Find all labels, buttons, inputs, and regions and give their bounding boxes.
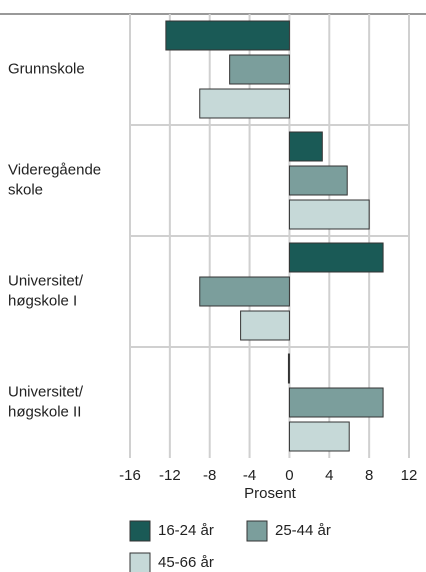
category-label: Universitet/høgskole II [8,383,84,420]
x-tick-label: 0 [285,467,293,484]
bar [199,276,290,307]
bar [165,20,290,51]
bar [288,421,350,452]
bar [288,131,323,162]
bar [287,353,290,384]
bar [288,165,348,196]
x-tick-label: 12 [401,467,418,484]
legend-swatch [129,520,151,542]
category-label: Universitet/høgskole I [8,272,84,309]
bar [229,54,290,85]
legend-label: 16-24 år [158,522,214,539]
x-tick-label: 4 [325,467,333,484]
legend-label: 25-44 år [275,522,331,539]
bar [288,387,384,418]
legend-label: 45-66 år [158,554,214,571]
legend-swatch [246,520,268,542]
x-tick-label: -16 [119,467,141,484]
category-label: Videregående skole [8,161,101,198]
bar [288,242,384,273]
bar [199,88,290,119]
x-tick-label: 8 [365,467,373,484]
x-tick-label: -8 [203,467,216,484]
x-tick-label: -4 [243,467,256,484]
bar [240,310,290,341]
bar [288,199,370,230]
x-tick-label: -12 [159,467,181,484]
legend-swatch [129,552,151,572]
category-label: Grunnskole [8,60,85,77]
x-axis-label: Prosent [244,485,297,502]
